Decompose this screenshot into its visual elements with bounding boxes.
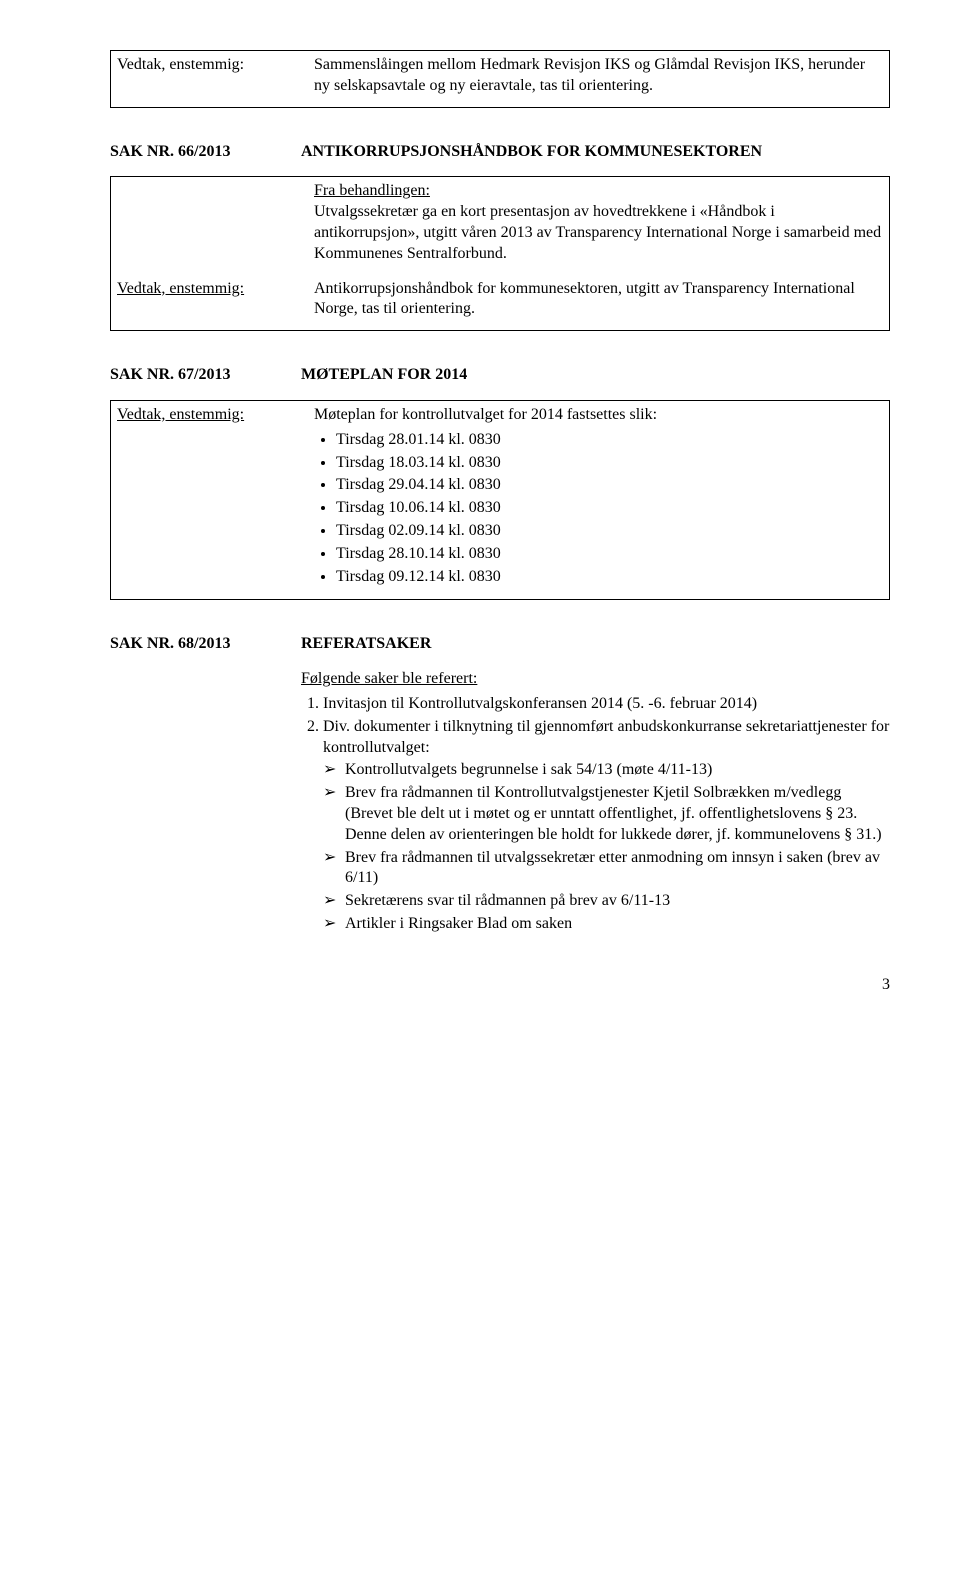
list-item: Tirsdag 10.06.14 kl. 0830 [336, 498, 883, 519]
sak-box-67: Vedtak, enstemmig: Møteplan for kontroll… [110, 400, 890, 600]
sak-nr-67: SAK NR. 67/2013 [110, 365, 301, 386]
vedtak-label-67: Vedtak, enstemmig: [111, 400, 309, 599]
list-item: Kontrollutvalgets begrunnelse i sak 54/1… [345, 760, 890, 781]
sak-nr-66: SAK NR. 66/2013 [110, 142, 301, 163]
sak-header-67: SAK NR. 67/2013 MØTEPLAN FOR 2014 [110, 365, 890, 386]
list-item: Tirsdag 28.10.14 kl. 0830 [336, 544, 883, 565]
sak-box-66: Fra behandlingen: Utvalgssekretær ga en … [110, 176, 890, 331]
referat-list: Invitasjon til Kontrollutvalgskonferanse… [301, 694, 890, 935]
vedtak-label-66: Vedtak, enstemmig: [111, 275, 309, 331]
fra-label-66: Fra behandlingen: [314, 182, 430, 199]
sak-title-68: REFERATSAKER [301, 634, 431, 655]
list-item: Invitasjon til Kontrollutvalgskonferanse… [323, 694, 890, 715]
moteplan-list: Tirsdag 28.01.14 kl. 0830 Tirsdag 18.03.… [314, 430, 883, 588]
ref-label-68: Følgende saker ble referert: [301, 670, 477, 687]
sak-title-66: ANTIKORRUPSJONSHÅNDBOK FOR KOMMUNESEKTOR… [301, 142, 762, 163]
vedtak-text-66: Antikorrupsjonshåndbok for kommunesektor… [308, 275, 890, 331]
sak-header-68: SAK NR. 68/2013 REFERATSAKER [110, 634, 890, 655]
sak-nr-68: SAK NR. 68/2013 [110, 634, 301, 655]
vedtak-text-65: Sammenslåingen mellom Hedmark Revisjon I… [308, 51, 890, 108]
list-item: Tirsdag 28.01.14 kl. 0830 [336, 430, 883, 451]
item2-sublist: Kontrollutvalgets begrunnelse i sak 54/1… [323, 760, 890, 934]
fra-block-66: Fra behandlingen: Utvalgssekretær ga en … [308, 177, 890, 275]
sak-header-66: SAK NR. 66/2013 ANTIKORRUPSJONSHÅNDBOK F… [110, 142, 890, 163]
vedtak-label-67-text: Vedtak, enstemmig: [117, 406, 244, 423]
list-item: Artikler i Ringsaker Blad om saken [345, 914, 890, 935]
list-item: Tirsdag 18.03.14 kl. 0830 [336, 453, 883, 474]
vedtak-intro-67: Møteplan for kontrollutvalget for 2014 f… [314, 406, 657, 423]
list-item: Tirsdag 29.04.14 kl. 0830 [336, 475, 883, 496]
empty-cell-66a [111, 177, 309, 275]
list-item: Tirsdag 02.09.14 kl. 0830 [336, 521, 883, 542]
item2-lead: Div. dokumenter i tilknytning til gjenno… [323, 718, 889, 756]
list-item: Tirsdag 09.12.14 kl. 0830 [336, 567, 883, 588]
vedtak-block-67: Møteplan for kontrollutvalget for 2014 f… [308, 400, 890, 599]
vedtak-label-66-text: Vedtak, enstemmig: [117, 280, 244, 297]
vedtak-label-65: Vedtak, enstemmig: [111, 51, 309, 108]
fra-text-66: Utvalgssekretær ga en kort presentasjon … [314, 203, 881, 262]
list-item: Brev fra rådmannen til utvalgssekretær e… [345, 848, 890, 890]
referat-block-68: Følgende saker ble referert: Invitasjon … [301, 669, 890, 935]
page-number: 3 [110, 975, 890, 996]
list-item: Div. dokumenter i tilknytning til gjenno… [323, 717, 890, 935]
list-item: Sekretærens svar til rådmannen på brev a… [345, 891, 890, 912]
vedtak-box-65: Vedtak, enstemmig: Sammenslåingen mellom… [110, 50, 890, 108]
list-item: Brev fra rådmannen til Kontrollutvalgstj… [345, 783, 890, 845]
sak-title-67: MØTEPLAN FOR 2014 [301, 365, 467, 386]
